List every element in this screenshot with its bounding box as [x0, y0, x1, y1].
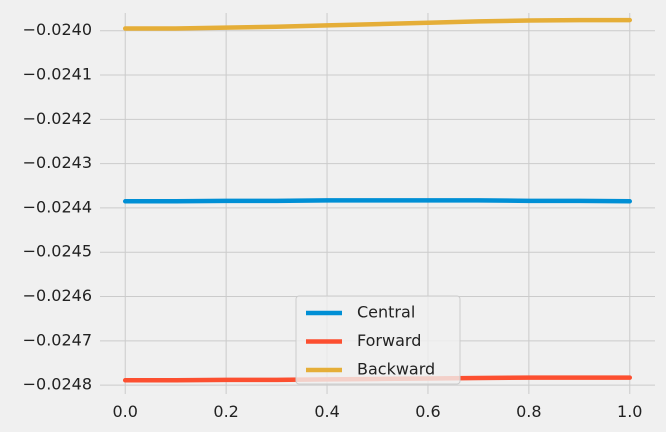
series-line-backward: [122, 17, 633, 31]
y-tick-label: −0.0242: [23, 109, 92, 128]
y-tick-label: −0.0246: [23, 286, 92, 305]
x-tick-label: 0.8: [516, 402, 541, 421]
y-tick-label: −0.0247: [23, 330, 92, 349]
x-tick-label: 0.2: [213, 402, 238, 421]
y-axis-ticks: −0.0248 −0.0247 −0.0246 −0.0245 −0.0244 −0.02…: [23, 20, 92, 393]
y-tick-label: −0.0244: [23, 197, 92, 216]
y-tick-label: −0.0245: [23, 242, 92, 261]
x-tick-label: 1.0: [617, 402, 642, 421]
x-tick-label: 0.0: [113, 402, 138, 421]
series-line-central: [122, 198, 633, 204]
x-axis-ticks: 0.0 0.2 0.4 0.6 0.8 1.0: [113, 402, 643, 421]
legend-label-central: Central: [357, 303, 415, 322]
y-tick-label: −0.0240: [23, 20, 92, 39]
x-tick-label: 0.4: [314, 402, 339, 421]
y-tick-label: −0.0248: [23, 375, 92, 394]
legend: Central Forward Backward: [295, 295, 461, 385]
y-tick-label: −0.0241: [23, 65, 92, 84]
legend-box: [295, 295, 461, 385]
legend-label-forward: Forward: [357, 331, 421, 350]
x-tick-label: 0.6: [415, 402, 440, 421]
legend-label-backward: Backward: [357, 360, 435, 379]
y-tick-label: −0.0243: [23, 153, 92, 172]
